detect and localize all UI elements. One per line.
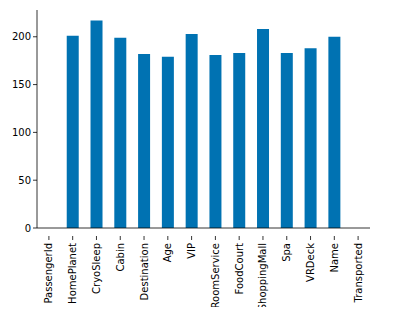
svg-text:CryoSleep: CryoSleep xyxy=(91,243,102,294)
svg-text:Destination: Destination xyxy=(139,243,150,300)
svg-text:FoodCourt: FoodCourt xyxy=(234,243,245,295)
svg-text:Spa: Spa xyxy=(281,243,292,262)
svg-text:100: 100 xyxy=(12,127,31,138)
svg-text:200: 200 xyxy=(12,31,31,42)
svg-text:0: 0 xyxy=(25,223,31,234)
svg-text:VRDeck: VRDeck xyxy=(305,243,316,282)
svg-text:HomePlanet: HomePlanet xyxy=(67,243,78,304)
svg-text:150: 150 xyxy=(12,79,31,90)
svg-text:Name: Name xyxy=(329,243,340,273)
svg-text:Age: Age xyxy=(162,243,173,262)
svg-text:RoomService: RoomService xyxy=(210,243,221,307)
svg-text:ShoppingMall: ShoppingMall xyxy=(257,243,268,307)
svg-text:PassengerId: PassengerId xyxy=(43,243,54,304)
svg-text:50: 50 xyxy=(18,175,31,186)
svg-text:VIP: VIP xyxy=(186,243,197,259)
svg-text:Transported: Transported xyxy=(353,243,364,303)
svg-text:Cabin: Cabin xyxy=(115,243,126,272)
